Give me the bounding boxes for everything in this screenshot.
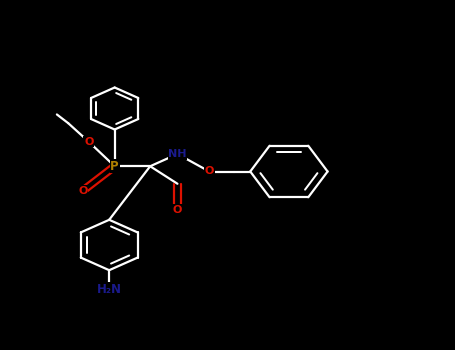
Text: O: O (84, 137, 93, 147)
Text: O: O (173, 205, 182, 215)
Text: H₂N: H₂N (97, 283, 121, 296)
Text: P: P (111, 160, 119, 173)
Text: O: O (78, 186, 87, 196)
Text: O: O (205, 167, 214, 176)
Text: NH: NH (168, 149, 187, 159)
